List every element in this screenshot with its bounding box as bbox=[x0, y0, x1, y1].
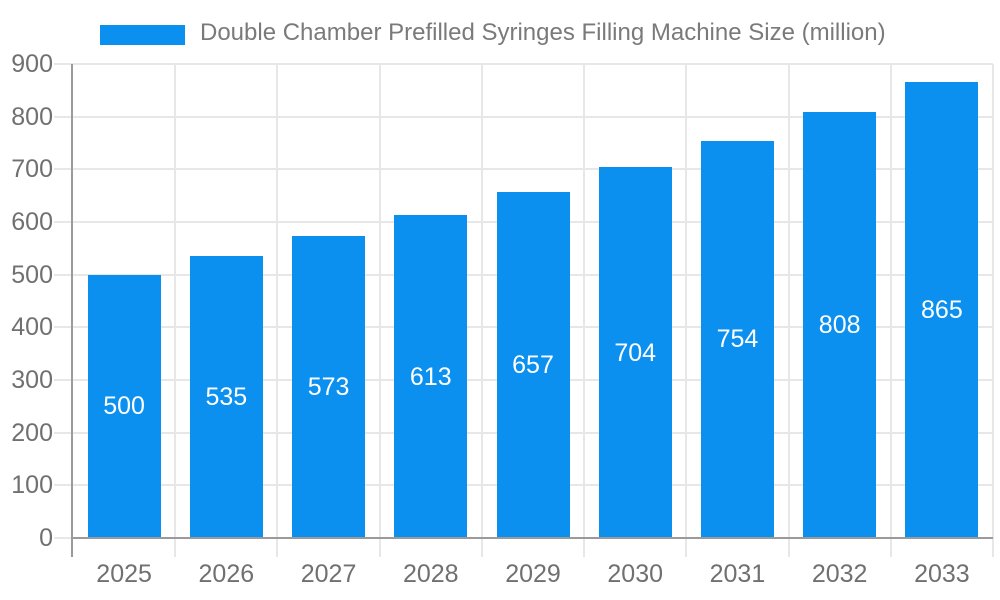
x-tick-mark bbox=[583, 538, 586, 557]
v-gridline bbox=[583, 64, 586, 538]
bar-value-label: 808 bbox=[818, 311, 861, 340]
y-axis-line bbox=[71, 64, 73, 557]
x-tick-label: 2029 bbox=[505, 560, 561, 588]
x-tick-label: 2031 bbox=[709, 560, 766, 588]
x-tick-mark bbox=[378, 538, 381, 557]
legend[interactable]: Double Chamber Prefilled Syringes Fillin… bbox=[0, 0, 1000, 55]
v-gridline bbox=[787, 64, 790, 538]
y-tick-label: 900 bbox=[11, 50, 53, 78]
v-gridline bbox=[992, 64, 994, 538]
x-tick-mark bbox=[276, 538, 279, 557]
bar[interactable] bbox=[87, 274, 161, 538]
bar[interactable] bbox=[803, 112, 877, 538]
y-tick-label: 300 bbox=[11, 366, 53, 394]
x-tick-label: 2028 bbox=[402, 560, 459, 588]
y-tick-mark bbox=[54, 484, 73, 487]
bar-value-label: 573 bbox=[307, 373, 350, 402]
y-tick-mark bbox=[54, 379, 73, 381]
bar[interactable] bbox=[189, 256, 263, 538]
legend-swatch-icon bbox=[100, 25, 185, 45]
h-gridline bbox=[73, 115, 993, 118]
bar[interactable] bbox=[292, 236, 366, 538]
x-tick-label: 2027 bbox=[300, 560, 357, 588]
y-tick-mark bbox=[54, 537, 73, 539]
y-tick-mark bbox=[54, 221, 73, 223]
y-tick-label: 800 bbox=[11, 102, 53, 131]
x-tick-mark bbox=[992, 538, 994, 557]
x-tick-label: 2026 bbox=[198, 560, 255, 588]
y-tick-label: 100 bbox=[11, 471, 53, 500]
y-tick-label: 600 bbox=[11, 208, 53, 236]
bar[interactable] bbox=[496, 191, 570, 538]
x-tick-label: 2032 bbox=[811, 560, 868, 588]
x-tick-mark bbox=[685, 538, 688, 557]
x-tick-mark bbox=[889, 538, 892, 557]
legend-series-label: Double Chamber Prefilled Syringes Fillin… bbox=[200, 19, 886, 46]
y-tick-label: 400 bbox=[11, 313, 53, 342]
bar[interactable] bbox=[905, 82, 979, 538]
bar-value-label: 500 bbox=[103, 392, 145, 421]
y-tick-label: 700 bbox=[11, 155, 53, 184]
y-tick-mark bbox=[54, 326, 73, 329]
x-tick-label: 2025 bbox=[96, 560, 152, 588]
y-tick-mark bbox=[54, 273, 73, 276]
bar-value-label: 613 bbox=[409, 362, 452, 391]
x-tick-label: 2033 bbox=[914, 560, 970, 588]
bar[interactable] bbox=[700, 140, 774, 538]
bar-value-label: 704 bbox=[614, 338, 657, 367]
x-tick-mark bbox=[174, 538, 177, 557]
v-gridline bbox=[480, 64, 483, 538]
y-tick-mark bbox=[54, 63, 73, 65]
bar[interactable] bbox=[598, 167, 672, 538]
y-tick-label: 500 bbox=[11, 260, 53, 289]
v-gridline bbox=[276, 64, 279, 538]
y-tick-label: 0 bbox=[39, 524, 53, 552]
bar-value-label: 754 bbox=[716, 325, 759, 354]
y-tick-mark bbox=[54, 115, 73, 118]
v-gridline bbox=[378, 64, 381, 538]
h-gridline bbox=[73, 168, 993, 171]
v-gridline bbox=[174, 64, 177, 538]
x-tick-label: 2030 bbox=[607, 560, 664, 588]
y-tick-mark bbox=[54, 168, 73, 171]
x-axis-line bbox=[73, 537, 993, 539]
x-tick-mark bbox=[480, 538, 483, 557]
bar-value-label: 535 bbox=[205, 383, 248, 412]
y-tick-mark bbox=[54, 431, 73, 434]
h-gridline bbox=[73, 63, 993, 65]
x-tick-mark bbox=[787, 538, 790, 557]
v-gridline bbox=[889, 64, 892, 538]
bar-value-label: 657 bbox=[512, 350, 554, 379]
bar-value-label: 865 bbox=[921, 296, 963, 325]
bar[interactable] bbox=[394, 215, 468, 538]
v-gridline bbox=[685, 64, 688, 538]
y-tick-label: 200 bbox=[11, 418, 53, 447]
